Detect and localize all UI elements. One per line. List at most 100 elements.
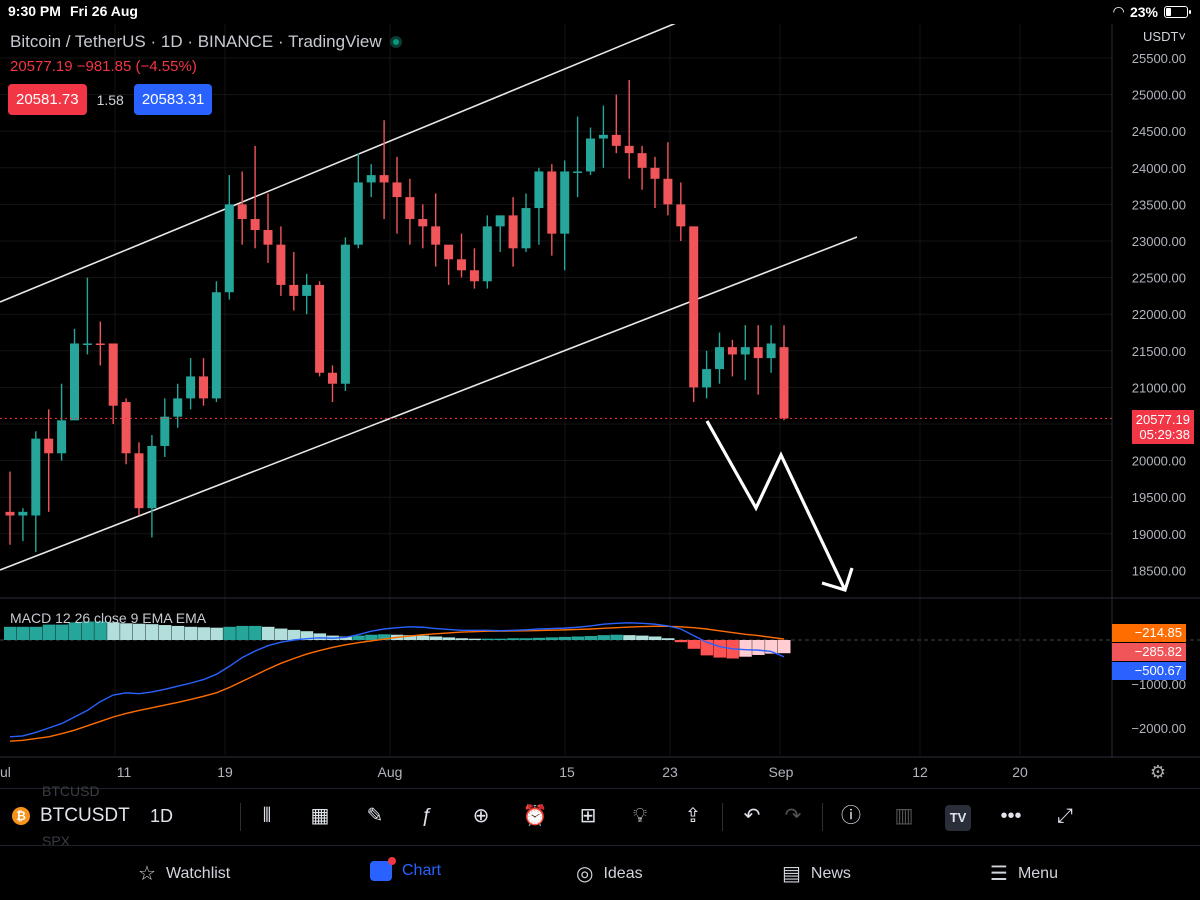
macd-histogram-bar: [468, 638, 481, 640]
macd-signal-line: [9, 625, 785, 742]
macd-histogram-bar: [158, 625, 172, 640]
candle-body: [560, 171, 570, 234]
battery-icon: [1164, 5, 1191, 18]
star-icon: ☆: [138, 863, 156, 885]
macd-histogram-bar: [55, 624, 69, 640]
macd-histogram-bar: [42, 624, 56, 640]
price-chart[interactable]: 25500.00 25000.00 24500.00 24000.00 23500.00…: [0, 24, 1200, 800]
macd-histogram-bar: [545, 637, 559, 640]
undo-icon[interactable]: ↶: [743, 805, 761, 827]
candle-body: [547, 171, 557, 234]
macd-histogram-bar: [339, 636, 352, 640]
candle-body: [457, 259, 466, 271]
tab-news[interactable]: ▤ News: [782, 861, 851, 886]
candle-body: [70, 343, 79, 421]
compare-icon[interactable]: ▦: [310, 805, 330, 827]
price-tick-label: 18500.00: [1132, 563, 1186, 578]
macd-histogram-bar: [4, 626, 17, 640]
candle-body: [134, 453, 144, 509]
macd-histogram-bar: [481, 638, 494, 640]
candle-body: [353, 182, 363, 245]
ideas-icon[interactable]: 💡︎: [633, 805, 647, 827]
candle-body: [689, 226, 699, 388]
candle-body: [18, 511, 28, 516]
layout-icon[interactable]: ⊞: [579, 805, 597, 827]
tab-menu[interactable]: ☰ Menu: [990, 861, 1058, 886]
fullscreen-icon[interactable]: ⤢: [1057, 805, 1073, 827]
candle-body: [573, 171, 583, 173]
candle-body: [611, 134, 621, 146]
battery-percent: 23%: [1129, 3, 1158, 20]
price-tick-label: 23500.00: [1132, 197, 1186, 212]
redo-icon[interactable]: ↷: [784, 805, 802, 827]
macd-histogram-bar: [623, 635, 636, 640]
tv-logo-icon[interactable]: TV: [943, 801, 973, 831]
candle-body: [186, 376, 196, 399]
sell-button[interactable]: 20581.73: [8, 84, 87, 115]
macd-histogram-bar: [81, 621, 94, 640]
share-icon[interactable]: ⇪: [684, 805, 702, 827]
price-tick-label: 19000.00: [1132, 527, 1186, 542]
lightbulb-icon: ◎: [576, 863, 594, 885]
symbol-search-button[interactable]: ₿ BTCUSDT: [12, 805, 130, 827]
candle-body: [727, 347, 737, 355]
candle-body: [57, 420, 67, 454]
candle-body: [586, 138, 595, 172]
tab-ideas-label: Ideas: [603, 864, 643, 882]
time-tick-label: 23: [662, 764, 678, 780]
chart-icon: [370, 857, 396, 881]
ghost-symbol-top: BTCUSD: [42, 783, 100, 799]
status-date: Fri 26 Aug: [70, 3, 138, 19]
macd-histogram-bar: [403, 635, 417, 640]
macd-histogram-bar: [133, 623, 146, 640]
macd-histogram-bar: [661, 638, 675, 640]
macd-histogram-bar: [520, 638, 533, 640]
price-tick-label: 20000.00: [1132, 454, 1186, 469]
macd-signal-value: −500.67: [1112, 662, 1186, 680]
toolbar-divider: [240, 803, 241, 831]
indicators-icon[interactable]: ƒ: [421, 805, 433, 827]
chart-legend[interactable]: Bitcoin / TetherUS · 1D · BINANCE · Trad…: [10, 32, 402, 52]
candle-body: [637, 153, 647, 168]
chart-settings-icon[interactable]: ⚙: [1149, 762, 1166, 782]
draw-icon[interactable]: ✎: [366, 805, 384, 827]
candle-body: [5, 511, 15, 516]
candle-body: [237, 204, 247, 220]
data-window-icon[interactable]: ▥: [894, 805, 914, 827]
candle-body: [766, 343, 776, 359]
candle-body: [328, 372, 337, 384]
time-tick-label: 12: [912, 764, 928, 780]
candles-icon[interactable]: ⫴: [262, 805, 272, 827]
candle-body: [31, 438, 41, 516]
macd-histogram-bar: [184, 626, 198, 640]
info-icon[interactable]: ⓘ: [841, 805, 861, 827]
candle-body: [340, 244, 350, 384]
candle-body: [379, 175, 389, 183]
macd-histogram-bar: [16, 626, 30, 640]
macd-legend[interactable]: MACD 12 26 close 9 EMA EMA: [10, 610, 207, 626]
candle-body: [276, 244, 286, 285]
candle-body: [702, 369, 712, 388]
toolbar-divider: [722, 803, 723, 831]
macd-histogram-bar: [249, 625, 262, 640]
tab-ideas[interactable]: ◎ Ideas: [576, 861, 643, 886]
more-icon[interactable]: •••: [1000, 805, 1022, 827]
candle-body: [740, 347, 750, 355]
macd-histogram-bar: [713, 640, 726, 658]
alert-icon[interactable]: ⏰: [522, 805, 548, 827]
candle-body: [289, 284, 299, 296]
macd-histogram-bar: [507, 638, 520, 640]
add-icon[interactable]: ⊕: [472, 805, 490, 827]
price-tick-label: 23000.00: [1132, 234, 1186, 249]
candle-body: [508, 215, 518, 249]
tab-watchlist[interactable]: ☆ Watchlist: [138, 861, 230, 886]
candle-body: [199, 376, 208, 399]
macd-histogram-bar: [352, 635, 365, 640]
interval-button[interactable]: 1D: [150, 806, 174, 826]
macd-histogram-bar: [287, 629, 301, 640]
candle-body: [534, 171, 544, 209]
buy-button[interactable]: 20583.31: [133, 84, 213, 115]
currency-selector[interactable]: USDT˅: [1143, 29, 1186, 44]
bar-countdown: 05:29:38: [1139, 427, 1190, 442]
tab-chart[interactable]: Chart: [370, 857, 441, 881]
